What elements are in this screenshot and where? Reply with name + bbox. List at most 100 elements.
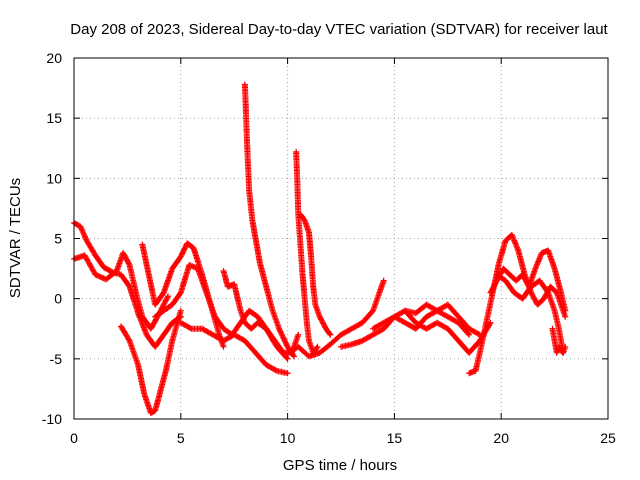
data-point-run bbox=[264, 362, 279, 374]
series-arc-10 bbox=[297, 211, 334, 338]
series-arc-18 bbox=[549, 325, 569, 356]
data-point-run bbox=[403, 308, 418, 325]
data-point-run bbox=[323, 327, 333, 337]
data-point-run bbox=[118, 324, 132, 343]
data-point bbox=[177, 307, 184, 314]
data-point-run bbox=[169, 309, 184, 343]
data-point-run bbox=[252, 237, 263, 265]
data-point-run bbox=[163, 339, 175, 373]
data-point-run bbox=[93, 253, 106, 270]
series-arc-4 bbox=[139, 240, 227, 350]
data-point-run bbox=[249, 219, 259, 240]
data-point-run bbox=[78, 224, 90, 243]
data-point-run bbox=[537, 278, 551, 295]
data-point-run bbox=[149, 408, 158, 416]
series-arc-16 bbox=[487, 247, 569, 314]
data-point-run bbox=[456, 338, 472, 355]
data-point-run bbox=[392, 314, 407, 325]
x-tick-label: 10 bbox=[280, 430, 296, 446]
data-point-run bbox=[153, 308, 166, 319]
data-point bbox=[380, 277, 387, 284]
data-point-run bbox=[317, 315, 329, 331]
data-point-run bbox=[435, 320, 450, 331]
data-point-run bbox=[370, 279, 387, 313]
data-point-run bbox=[556, 345, 564, 353]
data-point-run bbox=[501, 266, 512, 277]
y-tick-label: -5 bbox=[50, 351, 63, 367]
data-point-run bbox=[185, 241, 196, 251]
data-point bbox=[540, 295, 547, 302]
y-tick-label: 15 bbox=[46, 110, 62, 126]
series-arc-1 bbox=[71, 219, 184, 350]
data-point-run bbox=[178, 263, 192, 295]
data-point-run bbox=[241, 83, 249, 114]
data-point-run bbox=[467, 326, 482, 337]
data-point-run bbox=[294, 176, 302, 216]
data-point-run bbox=[308, 255, 317, 289]
y-axis-label: SDTVAR / TECUs bbox=[7, 178, 24, 298]
data-point-run bbox=[483, 291, 496, 325]
x-tick-label: 5 bbox=[177, 430, 185, 446]
y-tick-label: 5 bbox=[54, 231, 62, 247]
data-point-run bbox=[446, 314, 461, 325]
y-tick-label: 0 bbox=[54, 291, 62, 307]
data-point bbox=[220, 343, 227, 350]
x-tick-label: 0 bbox=[70, 430, 78, 446]
y-tick-labels: -10 -5 0 5 10 15 20 bbox=[42, 50, 62, 427]
y-tick-label: 20 bbox=[46, 50, 62, 66]
data-point bbox=[314, 343, 321, 350]
data-point-run bbox=[195, 267, 209, 295]
data-point-run bbox=[243, 110, 250, 144]
data-point bbox=[562, 313, 569, 320]
data-point-run bbox=[253, 350, 269, 367]
data-point-run bbox=[242, 338, 258, 355]
data-point-run bbox=[424, 308, 439, 319]
data-point-run bbox=[520, 284, 534, 301]
data-point-run bbox=[272, 339, 286, 355]
data-point-run bbox=[304, 321, 312, 343]
data-point-run bbox=[339, 326, 354, 337]
data-point-run bbox=[231, 282, 244, 313]
data-point-run bbox=[220, 269, 231, 289]
series-arc-14 bbox=[402, 307, 494, 356]
data-point-run bbox=[146, 273, 158, 307]
data-point-run bbox=[139, 243, 152, 277]
data-point-run bbox=[264, 327, 277, 343]
y-tick-label: 10 bbox=[46, 170, 62, 186]
x-tick-labels: 0 5 10 15 20 25 bbox=[70, 430, 616, 446]
data-point-run bbox=[456, 314, 472, 331]
data-point-run bbox=[276, 327, 290, 349]
grid-lines bbox=[74, 58, 608, 419]
x-tick-label: 15 bbox=[387, 430, 403, 446]
data-point-run bbox=[552, 267, 564, 295]
data-point-run bbox=[293, 150, 301, 180]
series-arc-13 bbox=[370, 301, 483, 338]
data-point-run bbox=[127, 339, 141, 367]
data-point-run bbox=[467, 338, 482, 355]
data-point-run bbox=[127, 285, 141, 315]
series-arc-8 bbox=[241, 81, 298, 360]
data-point-run bbox=[317, 342, 333, 355]
data-point-run bbox=[560, 345, 568, 355]
data-point-run bbox=[445, 326, 461, 343]
data-point-run bbox=[153, 333, 166, 349]
data-point-run bbox=[503, 278, 517, 295]
data-point-run bbox=[120, 251, 132, 267]
data-point-run bbox=[156, 369, 169, 397]
data-point-run bbox=[558, 291, 568, 313]
series-arc-7 bbox=[220, 267, 302, 356]
data-point-run bbox=[545, 291, 558, 313]
series-arc-2 bbox=[71, 249, 171, 332]
series-arc-9 bbox=[293, 148, 321, 356]
data-point bbox=[291, 353, 298, 360]
x-tick-label: 20 bbox=[493, 430, 509, 446]
data-point-run bbox=[212, 314, 226, 331]
data-point-run bbox=[360, 308, 376, 325]
data-point-run bbox=[161, 320, 175, 337]
data-point-run bbox=[306, 231, 314, 258]
data-point-run bbox=[104, 268, 119, 282]
data-point-run bbox=[72, 220, 83, 229]
data-point-run bbox=[170, 290, 183, 307]
data-point-run bbox=[102, 265, 115, 275]
